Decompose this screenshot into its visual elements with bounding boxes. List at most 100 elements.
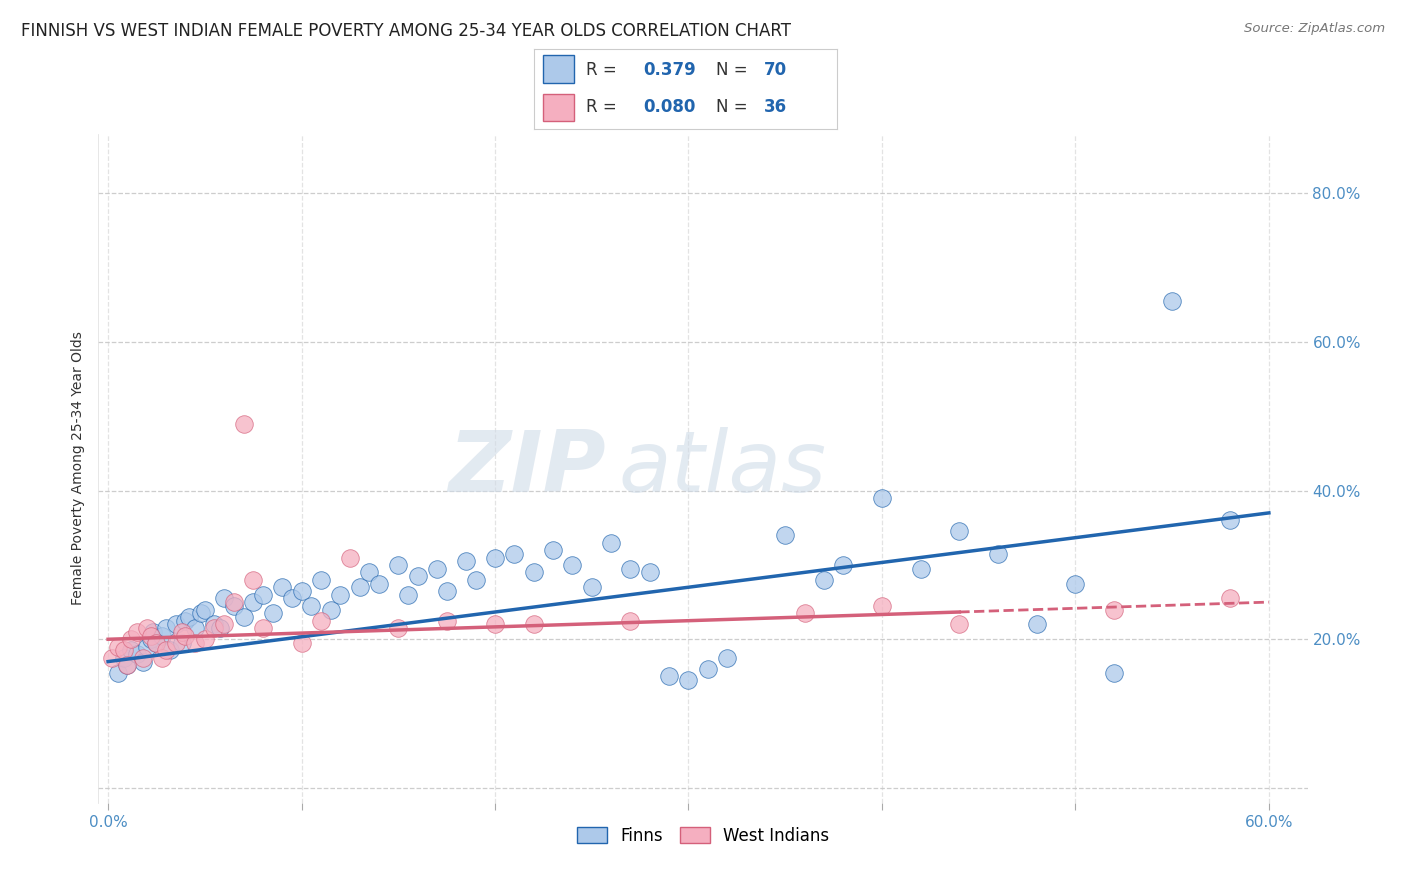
Point bbox=[658, 669, 681, 683]
Point bbox=[145, 636, 167, 650]
Point bbox=[387, 621, 409, 635]
Point bbox=[155, 643, 177, 657]
Point bbox=[619, 562, 641, 576]
Point bbox=[117, 658, 139, 673]
Point bbox=[159, 643, 181, 657]
Point bbox=[368, 576, 391, 591]
Point bbox=[1025, 617, 1047, 632]
Point bbox=[155, 621, 177, 635]
Point bbox=[290, 584, 312, 599]
Point bbox=[773, 528, 796, 542]
Point bbox=[436, 614, 458, 628]
Point bbox=[222, 599, 245, 613]
Point bbox=[1161, 293, 1184, 308]
Point bbox=[150, 651, 173, 665]
Text: R =: R = bbox=[586, 61, 621, 78]
Point bbox=[359, 566, 381, 580]
Point bbox=[619, 614, 641, 628]
Point bbox=[101, 651, 124, 665]
Point bbox=[319, 602, 342, 616]
Point bbox=[127, 647, 149, 661]
Point bbox=[107, 665, 129, 680]
Text: R =: R = bbox=[586, 98, 621, 116]
Point bbox=[793, 607, 815, 621]
Point bbox=[242, 595, 264, 609]
Point bbox=[127, 624, 149, 639]
Point bbox=[484, 617, 506, 632]
Point bbox=[271, 580, 294, 594]
Point bbox=[142, 624, 165, 639]
Text: 0.080: 0.080 bbox=[643, 98, 696, 116]
Point bbox=[1219, 591, 1241, 606]
Point bbox=[581, 580, 603, 594]
Text: N =: N = bbox=[716, 61, 752, 78]
Point bbox=[170, 624, 193, 639]
Point bbox=[212, 617, 235, 632]
Point bbox=[174, 629, 197, 643]
Point bbox=[209, 621, 232, 635]
Y-axis label: Female Poverty Among 25-34 Year Olds: Female Poverty Among 25-34 Year Olds bbox=[72, 331, 86, 606]
Point bbox=[242, 573, 264, 587]
Point bbox=[145, 636, 167, 650]
Point bbox=[184, 636, 207, 650]
Point bbox=[170, 636, 193, 650]
Point bbox=[132, 651, 155, 665]
Text: Source: ZipAtlas.com: Source: ZipAtlas.com bbox=[1244, 22, 1385, 36]
Text: 0.379: 0.379 bbox=[643, 61, 696, 78]
Point bbox=[561, 558, 583, 572]
Point bbox=[165, 636, 187, 650]
Point bbox=[262, 607, 284, 621]
Point bbox=[135, 621, 157, 635]
Point bbox=[252, 621, 274, 635]
Point bbox=[194, 602, 217, 616]
Point bbox=[1219, 513, 1241, 527]
Point bbox=[1102, 665, 1125, 680]
Point bbox=[523, 617, 546, 632]
Text: FINNISH VS WEST INDIAN FEMALE POVERTY AMONG 25-34 YEAR OLDS CORRELATION CHART: FINNISH VS WEST INDIAN FEMALE POVERTY AM… bbox=[21, 22, 792, 40]
Point bbox=[948, 524, 970, 539]
Point bbox=[600, 535, 623, 549]
Point bbox=[204, 617, 226, 632]
Point bbox=[139, 629, 162, 643]
Text: 70: 70 bbox=[763, 61, 787, 78]
Point bbox=[696, 662, 718, 676]
Point bbox=[252, 588, 274, 602]
Point bbox=[1064, 576, 1087, 591]
Point bbox=[299, 599, 322, 613]
Point bbox=[204, 621, 226, 635]
Point bbox=[638, 566, 661, 580]
Point bbox=[107, 640, 129, 654]
Point bbox=[174, 614, 197, 628]
Point bbox=[184, 621, 207, 635]
Point bbox=[396, 588, 419, 602]
Point bbox=[813, 573, 835, 587]
Point bbox=[165, 617, 187, 632]
Point bbox=[309, 573, 332, 587]
Bar bbox=[543, 94, 574, 121]
Point bbox=[870, 491, 893, 505]
Point bbox=[132, 655, 155, 669]
Point bbox=[349, 580, 371, 594]
Point bbox=[212, 591, 235, 606]
Point bbox=[117, 658, 139, 673]
Point bbox=[406, 569, 429, 583]
Text: ZIP: ZIP bbox=[449, 426, 606, 510]
Point bbox=[1102, 602, 1125, 616]
Point bbox=[484, 550, 506, 565]
Point bbox=[290, 636, 312, 650]
Point bbox=[120, 632, 142, 647]
Text: atlas: atlas bbox=[619, 426, 827, 510]
Bar bbox=[543, 55, 574, 83]
Point bbox=[120, 643, 142, 657]
Point bbox=[232, 610, 254, 624]
Point bbox=[454, 554, 477, 568]
Point bbox=[281, 591, 304, 606]
Point bbox=[541, 543, 564, 558]
Point bbox=[387, 558, 409, 572]
Point bbox=[150, 629, 173, 643]
Point bbox=[464, 573, 486, 587]
Point bbox=[190, 607, 212, 621]
Point bbox=[426, 562, 449, 576]
Point bbox=[179, 610, 201, 624]
Point bbox=[329, 588, 352, 602]
